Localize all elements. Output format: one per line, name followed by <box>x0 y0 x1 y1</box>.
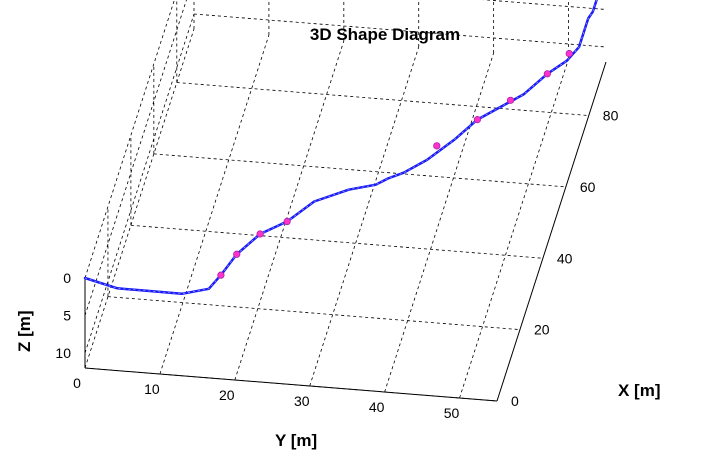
x-tick-label: 0 <box>511 393 519 409</box>
series-layer <box>83 0 598 296</box>
z-tick-label: 0 <box>63 270 71 286</box>
floor-grid-y <box>459 58 569 399</box>
x-tick-label: 40 <box>557 250 573 266</box>
y-tick-label: 0 <box>73 375 81 391</box>
x-tick-label: 20 <box>534 322 550 338</box>
y-axis-title: Y [m] <box>275 431 317 450</box>
data-point <box>433 142 441 150</box>
axis-lines <box>84 61 607 402</box>
x-axis-title: X [m] <box>618 381 661 400</box>
floor-grid-x <box>107 296 520 331</box>
side-wall-grid-z <box>84 0 187 316</box>
chart-title: 3D Shape Diagram <box>310 25 460 44</box>
back-wall-grid-z <box>482 0 607 10</box>
marker-layer <box>217 49 573 279</box>
y-tick-label: 20 <box>219 387 235 403</box>
data-point <box>233 250 241 258</box>
data-point <box>565 49 573 58</box>
floor-grid-y <box>384 52 495 393</box>
data-point <box>473 116 482 124</box>
floor-grid-x <box>130 224 543 259</box>
x-tick-label: 80 <box>603 108 619 124</box>
grid-lines <box>84 0 607 402</box>
z-axis-title: Z [m] <box>15 310 34 352</box>
side-wall-grid-z <box>84 13 195 354</box>
z-tick-label: 5 <box>63 308 71 324</box>
back-wall-grid-z <box>193 13 607 48</box>
y-tick-label: 40 <box>369 399 385 415</box>
floor-grid-y <box>84 28 195 369</box>
z-tick-label: 10 <box>55 345 71 361</box>
y-tick-label: 30 <box>294 393 310 409</box>
data-point <box>256 230 264 238</box>
floor-grid-y <box>234 40 345 381</box>
series-line-highlight <box>84 0 598 295</box>
y-axis-line <box>84 367 498 402</box>
floor-grid-x <box>153 153 566 188</box>
series-line <box>83 0 598 296</box>
data-point <box>283 217 291 226</box>
data-point <box>543 70 551 78</box>
floor-grid-x <box>176 82 589 116</box>
floor-grid-y <box>159 34 270 375</box>
y-tick-label: 10 <box>144 381 160 397</box>
floor-grid-y <box>309 46 420 387</box>
y-tick-label: 50 <box>444 405 460 421</box>
x-axis-line <box>496 61 607 402</box>
side-wall-grid-z <box>84 0 175 279</box>
data-point <box>217 271 225 279</box>
x-tick-label: 60 <box>580 179 596 195</box>
data-point <box>506 96 515 104</box>
